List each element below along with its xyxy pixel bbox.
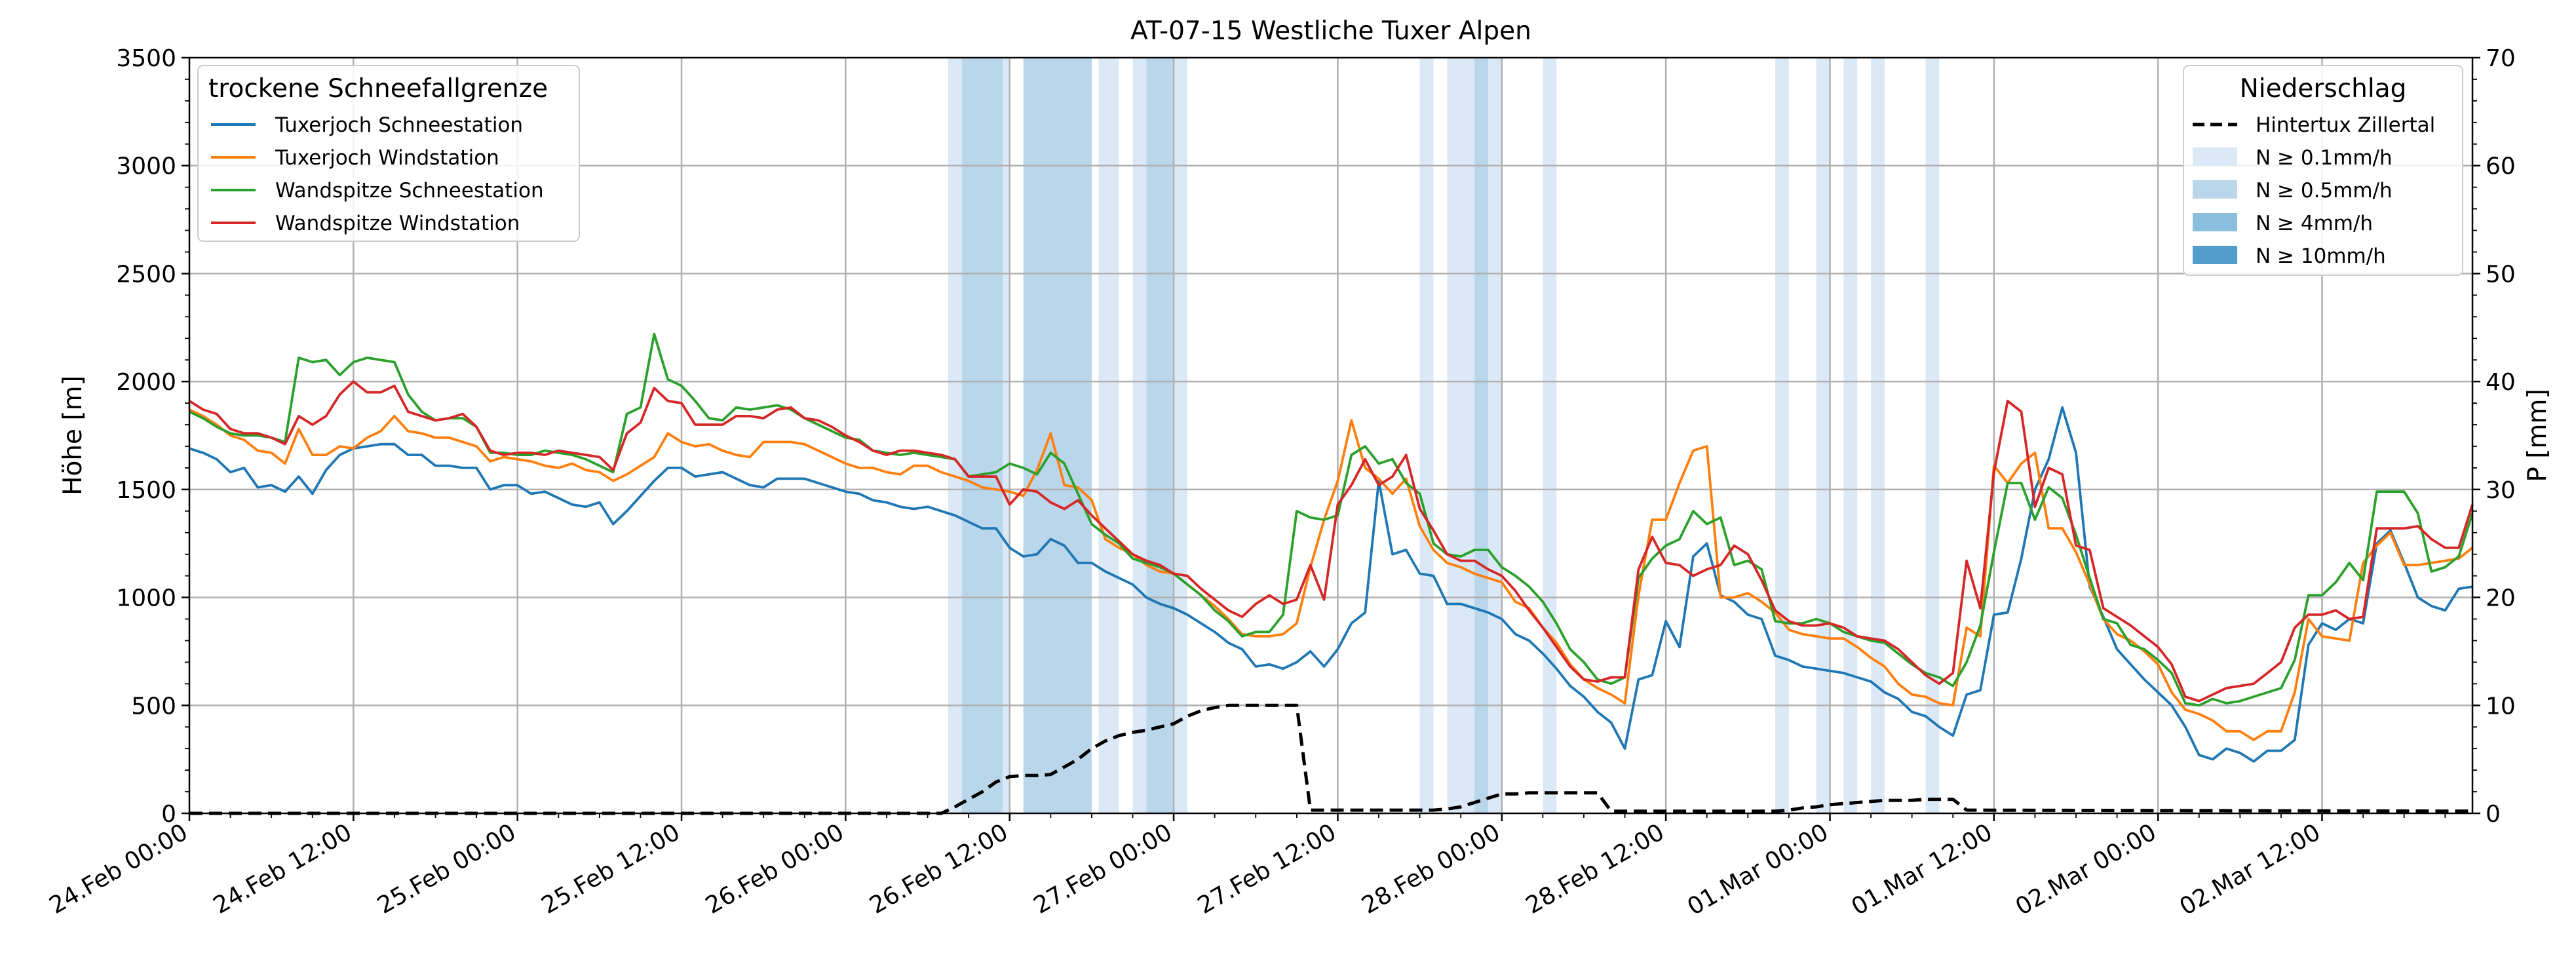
legend-swatch — [2193, 147, 2237, 166]
y-tick-label-right: 60 — [2486, 153, 2516, 180]
precip-band — [1132, 58, 1147, 813]
y-tick-label-left: 2500 — [116, 261, 176, 288]
y-axis-label-left: Höhe [m] — [58, 376, 88, 495]
legend-snowfall-limit: trockene Schneefallgrenze Tuxerjoch Schne… — [197, 65, 580, 242]
precip-band — [961, 58, 1003, 813]
legend-entry: Wandspitze Windstation — [275, 212, 520, 235]
precip-band — [1775, 58, 1789, 813]
legend-title: Niederschlag — [2240, 74, 2407, 104]
precip-band — [1543, 58, 1557, 813]
legend-swatch — [2193, 246, 2237, 264]
legend-entry: N ≥ 10mm/h — [2256, 244, 2386, 268]
chart-title: AT-07-15 Westliche Tuxer Alpen — [1130, 16, 1531, 46]
precip-band — [1871, 58, 1885, 813]
precip-band — [1447, 58, 1475, 813]
precip-band — [1146, 58, 1174, 813]
y-tick-label-right: 20 — [2486, 585, 2516, 612]
series-line-tuxerjoch-windstation — [189, 408, 2474, 741]
y-tick-label-right: 0 — [2486, 801, 2501, 828]
y-tick-label-left: 500 — [131, 693, 176, 720]
legend-entry: Hintertux Zillertal — [2256, 113, 2435, 137]
precip-band — [1816, 58, 1830, 813]
y-tick-label-right: 50 — [2486, 261, 2516, 288]
legend-precipitation: Niederschlag Hintertux Zillertal N ≥ 0.1mm… — [2183, 65, 2463, 276]
precip-band — [948, 58, 962, 813]
y-tick-label-left: 3500 — [116, 45, 176, 72]
series-line-wandspitze-schneestation — [189, 332, 2474, 707]
legend-entry: Wandspitze Schneestation — [275, 179, 544, 203]
legend-swatch — [2193, 213, 2237, 231]
legend-entry: N ≥ 4mm/h — [2256, 212, 2373, 235]
y-tick-label-left: 0 — [161, 801, 176, 828]
legend-entry: Tuxerjoch Windstation — [275, 146, 499, 170]
legend-title: trockene Schneefallgrenze — [208, 74, 548, 104]
legend-box — [2183, 65, 2463, 276]
legend-entry: Tuxerjoch Schneestation — [275, 113, 523, 137]
y-tick-label-right: 10 — [2486, 693, 2516, 720]
precip-band — [1023, 58, 1092, 813]
y-tick-label-left: 3000 — [116, 153, 176, 180]
precip-band — [1474, 58, 1488, 813]
precip-band — [1098, 58, 1119, 813]
plot-frame — [188, 56, 2474, 815]
series-line-wandspitze-windstation — [188, 380, 2474, 703]
y-tick-label-right: 40 — [2486, 369, 2516, 396]
y-tick-label-right: 30 — [2486, 477, 2516, 504]
precipitation-bands — [948, 58, 1940, 813]
legend-entry: N ≥ 0.5mm/h — [2256, 179, 2393, 203]
series-line-hintertux-zillertal — [189, 703, 2473, 815]
legend-box — [197, 65, 580, 242]
legend-swatch — [2193, 180, 2237, 199]
y-tick-label-left: 1500 — [116, 477, 176, 504]
precip-band — [1488, 58, 1502, 813]
y-tick-label-left: 1000 — [116, 585, 176, 612]
precip-band — [1174, 58, 1187, 813]
y-axis-label-right: P [mm] — [2523, 389, 2552, 482]
precip-band — [1003, 58, 1010, 813]
y-tick-label-left: 2000 — [116, 369, 176, 396]
series-lines — [188, 332, 2474, 815]
y-tick-label-right: 70 — [2486, 45, 2516, 72]
precip-band — [1419, 58, 1434, 813]
precip-band — [1843, 58, 1858, 813]
precip-band — [1925, 58, 1940, 813]
legend-entry: N ≥ 0.1mm/h — [2256, 146, 2393, 170]
